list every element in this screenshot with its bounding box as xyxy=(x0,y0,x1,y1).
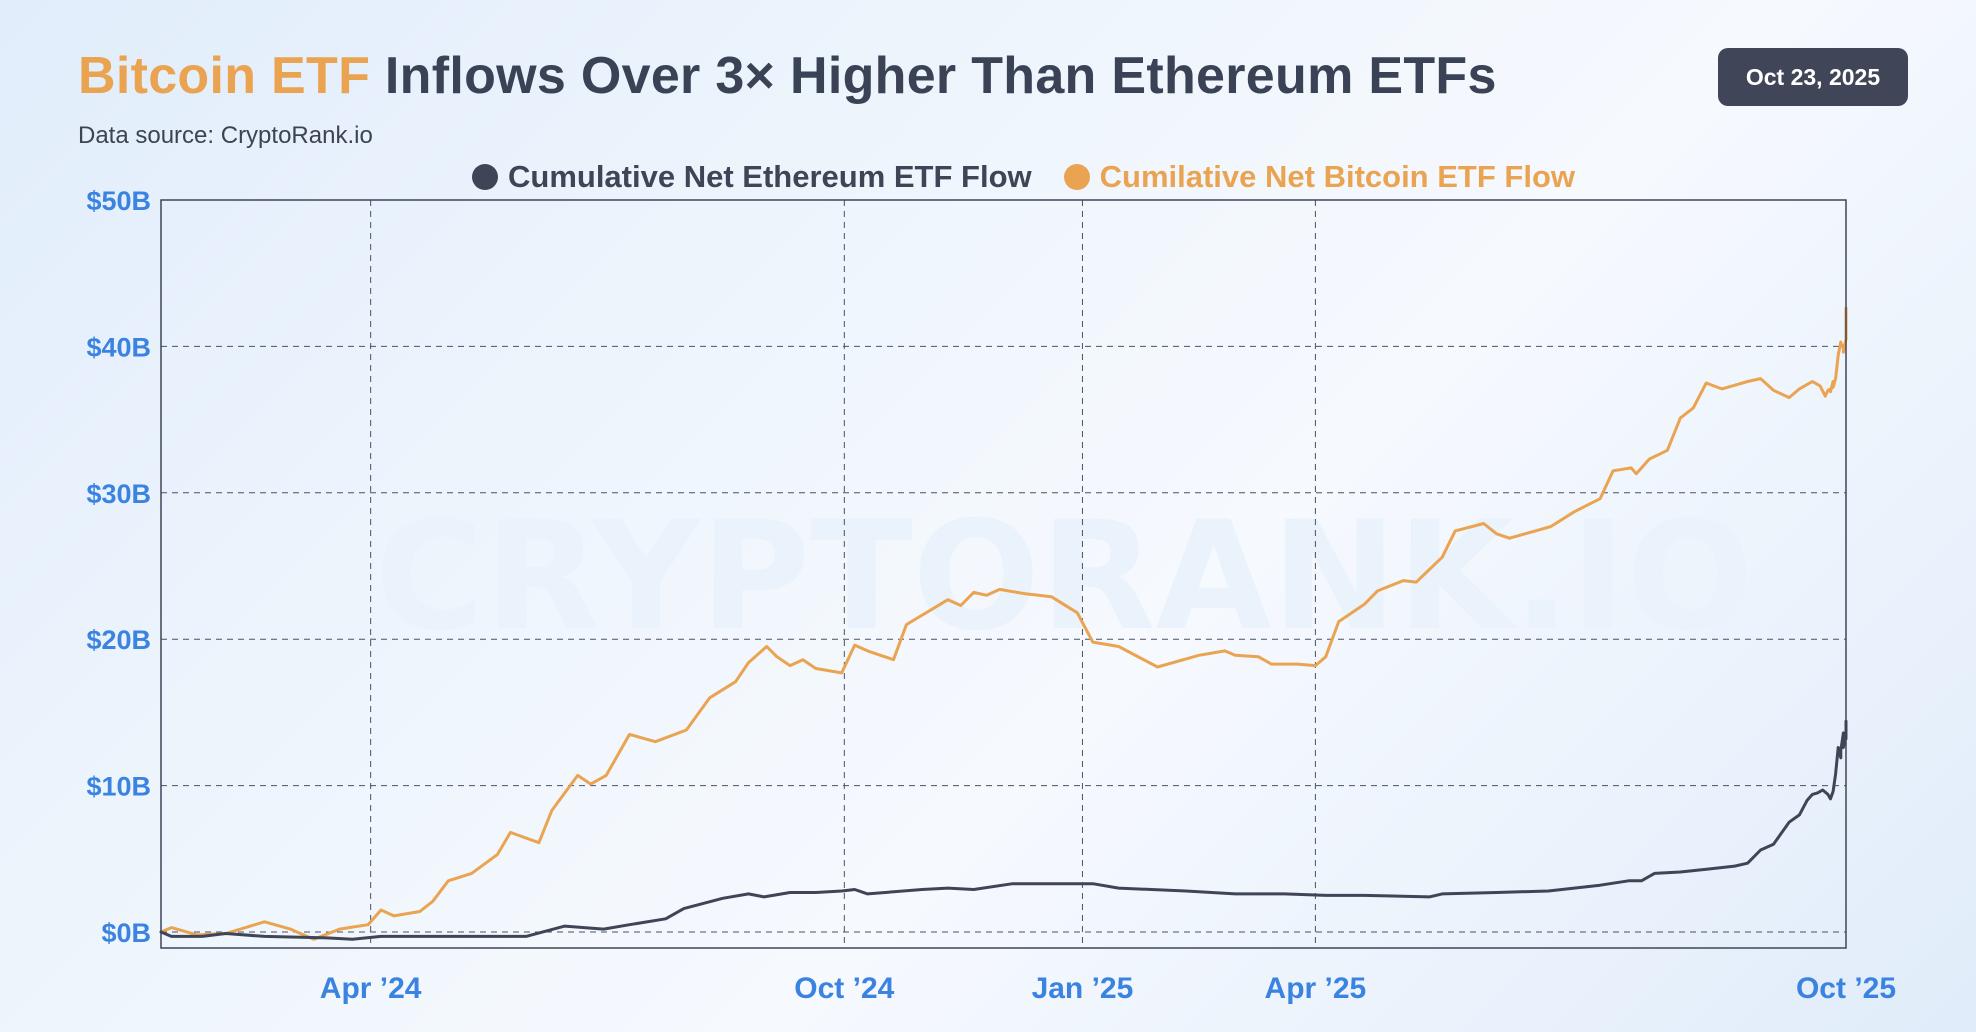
y-tick-label: $20B xyxy=(86,625,151,655)
legend-dot-bitcoin-icon xyxy=(1063,164,1090,190)
data-source-label: Data source: CryptoRank.io xyxy=(78,122,373,149)
y-tick-label: $50B xyxy=(86,186,151,216)
watermark: CRYPTORANK.IO xyxy=(374,490,1753,664)
legend-dot-ethereum-icon xyxy=(472,164,498,190)
plot-frame xyxy=(160,199,1847,949)
date-badge: Oct 23, 2025 xyxy=(1718,48,1908,106)
chart-legend: Cumulative Net Ethereum ETF Flow Cumilat… xyxy=(472,158,1607,196)
x-tick-label: Oct ’25 xyxy=(1796,972,1896,1005)
chart-title: Bitcoin ETF Inflows Over 3× Higher Than … xyxy=(78,46,1497,106)
y-tick-label: $10B xyxy=(86,772,151,802)
x-tick-label: Oct ’24 xyxy=(794,972,894,1005)
title-highlight: Bitcoin ETF xyxy=(78,47,371,105)
x-tick-label: Apr ’25 xyxy=(1265,972,1367,1005)
series-line-ethereum xyxy=(159,719,1848,941)
y-axis: $0B $10B $20B $30B $40B $50B xyxy=(86,186,151,948)
legend-label-bitcoin: Cumilative Net Bitcoin ETF Flow xyxy=(1099,159,1575,194)
x-tick-label: Jan ’25 xyxy=(1032,972,1134,1005)
legend-label-ethereum: Cumulative Net Ethereum ETF Flow xyxy=(508,159,1032,194)
y-tick-label: $0B xyxy=(101,918,151,948)
grid-lines xyxy=(161,200,1846,948)
y-tick-label: $40B xyxy=(86,332,151,362)
title-rest: Inflows Over 3× Higher Than Ethereum ETF… xyxy=(370,47,1497,105)
legend-item-bitcoin: Cumilative Net Bitcoin ETF Flow xyxy=(1063,159,1575,195)
legend-item-ethereum: Cumulative Net Ethereum ETF Flow xyxy=(472,159,1032,195)
x-tick-label: Apr ’24 xyxy=(320,972,422,1005)
y-tick-label: $30B xyxy=(86,479,151,509)
series-line-bitcoin xyxy=(159,306,1848,941)
x-axis: Apr ’24 Oct ’24 Jan ’25 Apr ’25 Oct ’25 xyxy=(320,972,1896,1005)
series-lines xyxy=(159,306,1848,941)
